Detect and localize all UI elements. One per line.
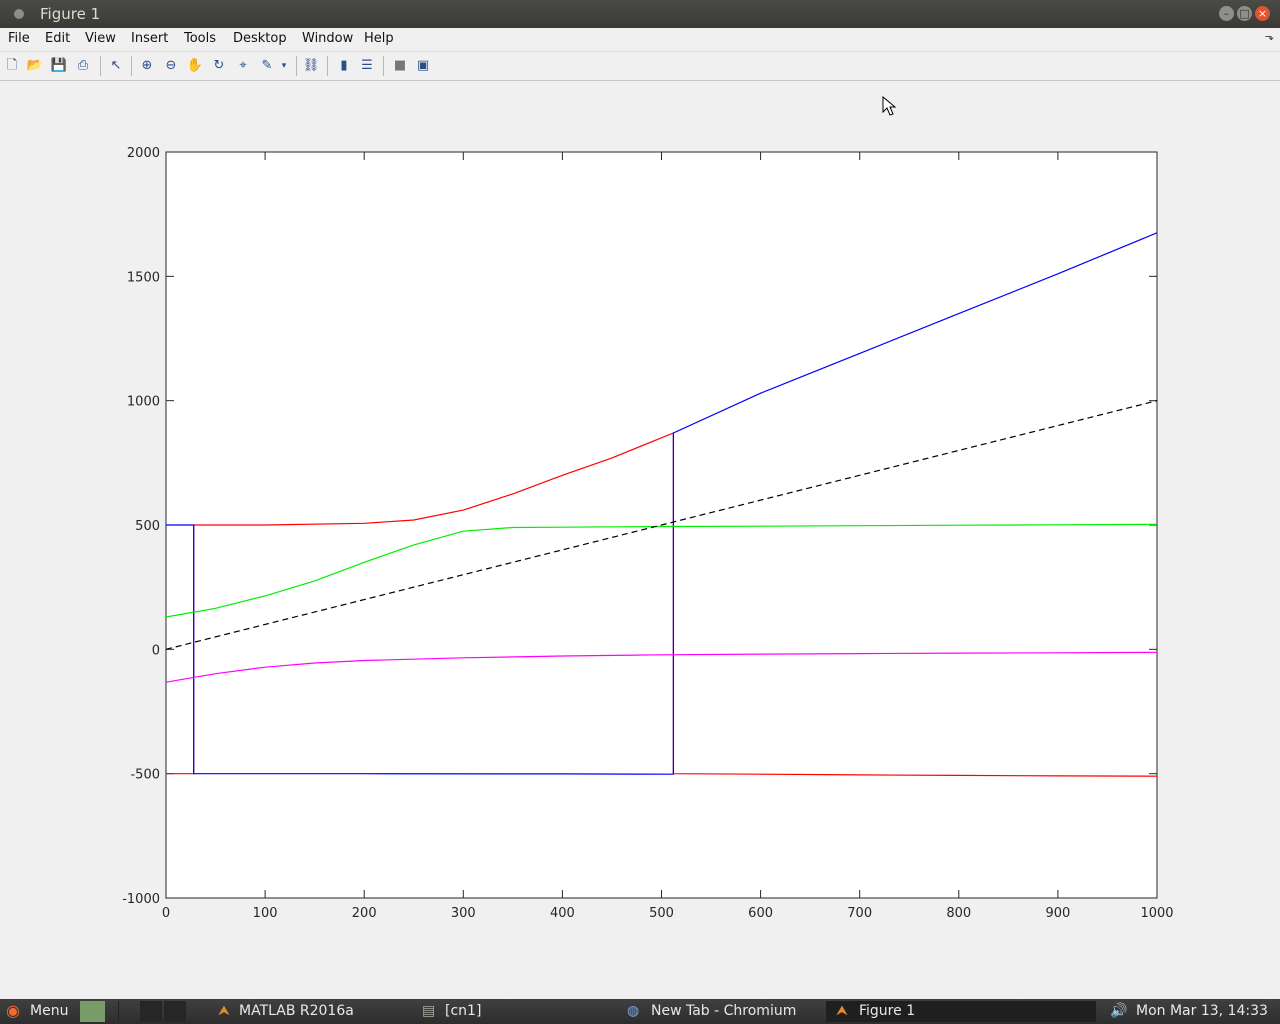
menu-tools[interactable]: Tools bbox=[184, 31, 217, 46]
menu-window[interactable]: Window bbox=[302, 31, 354, 46]
workspace-switcher-1[interactable] bbox=[140, 1001, 162, 1022]
y-tick-label: 0 bbox=[152, 643, 160, 658]
minimize-button[interactable]: – bbox=[1219, 6, 1234, 21]
x-tick-label: 100 bbox=[253, 906, 278, 921]
chromium-icon: ◍ bbox=[627, 1003, 640, 1019]
save-icon[interactable]: 💾 bbox=[50, 58, 68, 73]
series-line-0[interactable] bbox=[166, 432, 1158, 777]
insert-legend-icon[interactable]: ☰ bbox=[361, 58, 373, 73]
menu-file[interactable]: File bbox=[8, 31, 30, 46]
series-line-3[interactable] bbox=[165, 651, 1158, 683]
y-tick-label: 1000 bbox=[127, 395, 160, 410]
x-tick-label: 700 bbox=[847, 906, 872, 921]
x-tick-label: 0 bbox=[162, 906, 170, 921]
window-title: Figure 1 bbox=[40, 5, 101, 23]
x-tick-label: 500 bbox=[649, 906, 674, 921]
taskbar-item-figure[interactable]: Figure 1 bbox=[859, 1003, 916, 1019]
insert-colorbar-icon[interactable]: ▮ bbox=[340, 58, 348, 73]
x-tick-label: 600 bbox=[748, 906, 773, 921]
taskbar-item-cn1[interactable]: [cn1] bbox=[445, 1003, 482, 1019]
x-tick-label: 300 bbox=[451, 906, 476, 921]
new-figure-icon[interactable]: 🗋 bbox=[6, 58, 18, 73]
figure-toolbar: 🗋 📂 💾 ⎙ ↖ ⊕ ⊖ ✋ ↻ ⌖ ✎ ▾ ⛓ ▮ ☰ ■ ▣ bbox=[0, 52, 1280, 81]
y-tick-label: 2000 bbox=[127, 146, 160, 161]
brush-dropdown-icon[interactable]: ▾ bbox=[281, 61, 287, 71]
series-line-4[interactable] bbox=[165, 400, 1158, 650]
y-tick-label: -500 bbox=[130, 768, 160, 783]
volume-icon[interactable]: 🔊 bbox=[1110, 1003, 1128, 1019]
pan-icon[interactable]: ✋ bbox=[186, 58, 204, 73]
workspace-switcher-2[interactable] bbox=[164, 1001, 186, 1022]
x-tick-label: 200 bbox=[352, 906, 377, 921]
print-icon[interactable]: ⎙ bbox=[77, 58, 89, 73]
mouse-cursor-icon bbox=[882, 96, 897, 116]
x-tick-label: 800 bbox=[946, 906, 971, 921]
data-cursor-icon[interactable]: ⌖ bbox=[239, 58, 247, 73]
rotate-3d-icon[interactable]: ↻ bbox=[213, 58, 225, 73]
figure-canvas[interactable]: 0 100 200 300 400 500 600 700 800 900 1000 -1000 -50… bbox=[0, 81, 1280, 999]
open-file-icon[interactable]: 📂 bbox=[26, 58, 44, 73]
matlab-icon: ⮝ bbox=[218, 1003, 230, 1019]
menu-insert[interactable]: Insert bbox=[131, 31, 169, 46]
x-tick-label: 400 bbox=[550, 906, 575, 921]
y-tick-label: 1500 bbox=[127, 270, 160, 285]
series-line-1[interactable] bbox=[166, 232, 1158, 775]
y-tick-label: 500 bbox=[135, 519, 160, 534]
link-plot-icon[interactable]: ⛓ bbox=[302, 58, 320, 73]
taskbar-item-chromium[interactable]: New Tab - Chromium bbox=[651, 1003, 797, 1019]
ubuntu-logo-icon[interactable]: ◉ bbox=[6, 1001, 20, 1020]
taskbar-item-figure-active[interactable] bbox=[826, 1001, 1096, 1022]
menu-desktop[interactable]: Desktop bbox=[233, 31, 287, 46]
series-line-2[interactable] bbox=[165, 523, 1158, 618]
close-button[interactable]: × bbox=[1255, 6, 1270, 21]
menu-dock-arrow-icon[interactable]: ⬎ bbox=[1264, 30, 1274, 43]
menu-edit[interactable]: Edit bbox=[45, 31, 71, 46]
clock[interactable]: Mon Mar 13, 14:33 bbox=[1136, 1003, 1268, 1019]
menu-help[interactable]: Help bbox=[364, 31, 394, 46]
folder-icon: ▤ bbox=[422, 1003, 436, 1019]
matlab-launcher-icon[interactable] bbox=[80, 1001, 105, 1022]
brush-icon[interactable]: ✎ bbox=[261, 58, 273, 73]
taskbar-item-matlab[interactable]: MATLAB R2016a bbox=[239, 1003, 354, 1019]
figure-icon: ⮝ bbox=[836, 1003, 848, 1019]
x-tick-label: 1000 bbox=[1140, 906, 1173, 921]
window-menu-icon[interactable] bbox=[14, 9, 24, 19]
x-tick-label: 900 bbox=[1045, 906, 1070, 921]
system-taskbar: ◉ Menu ⮝ MATLAB R2016a ▤ [cn1] ◍ New Tab… bbox=[0, 999, 1280, 1024]
edit-plot-icon[interactable]: ↖ bbox=[110, 58, 122, 73]
menu-bar: File Edit View Insert Tools Desktop Wind… bbox=[0, 28, 1280, 52]
zoom-in-icon[interactable]: ⊕ bbox=[141, 58, 153, 73]
zoom-out-icon[interactable]: ⊖ bbox=[165, 58, 177, 73]
hide-plot-tools-icon[interactable]: ■ bbox=[393, 58, 407, 73]
show-plot-tools-icon[interactable]: ▣ bbox=[416, 58, 430, 73]
menu-view[interactable]: View bbox=[85, 31, 116, 46]
maximize-button[interactable]: □ bbox=[1237, 6, 1252, 21]
start-menu-button[interactable]: Menu bbox=[30, 1003, 69, 1019]
line-chart[interactable]: 0 100 200 300 400 500 600 700 800 900 1000 -1000 -50… bbox=[0, 81, 1280, 999]
y-tick-label: -1000 bbox=[122, 892, 160, 907]
window-titlebar[interactable]: Figure 1 – □ × bbox=[0, 0, 1280, 28]
